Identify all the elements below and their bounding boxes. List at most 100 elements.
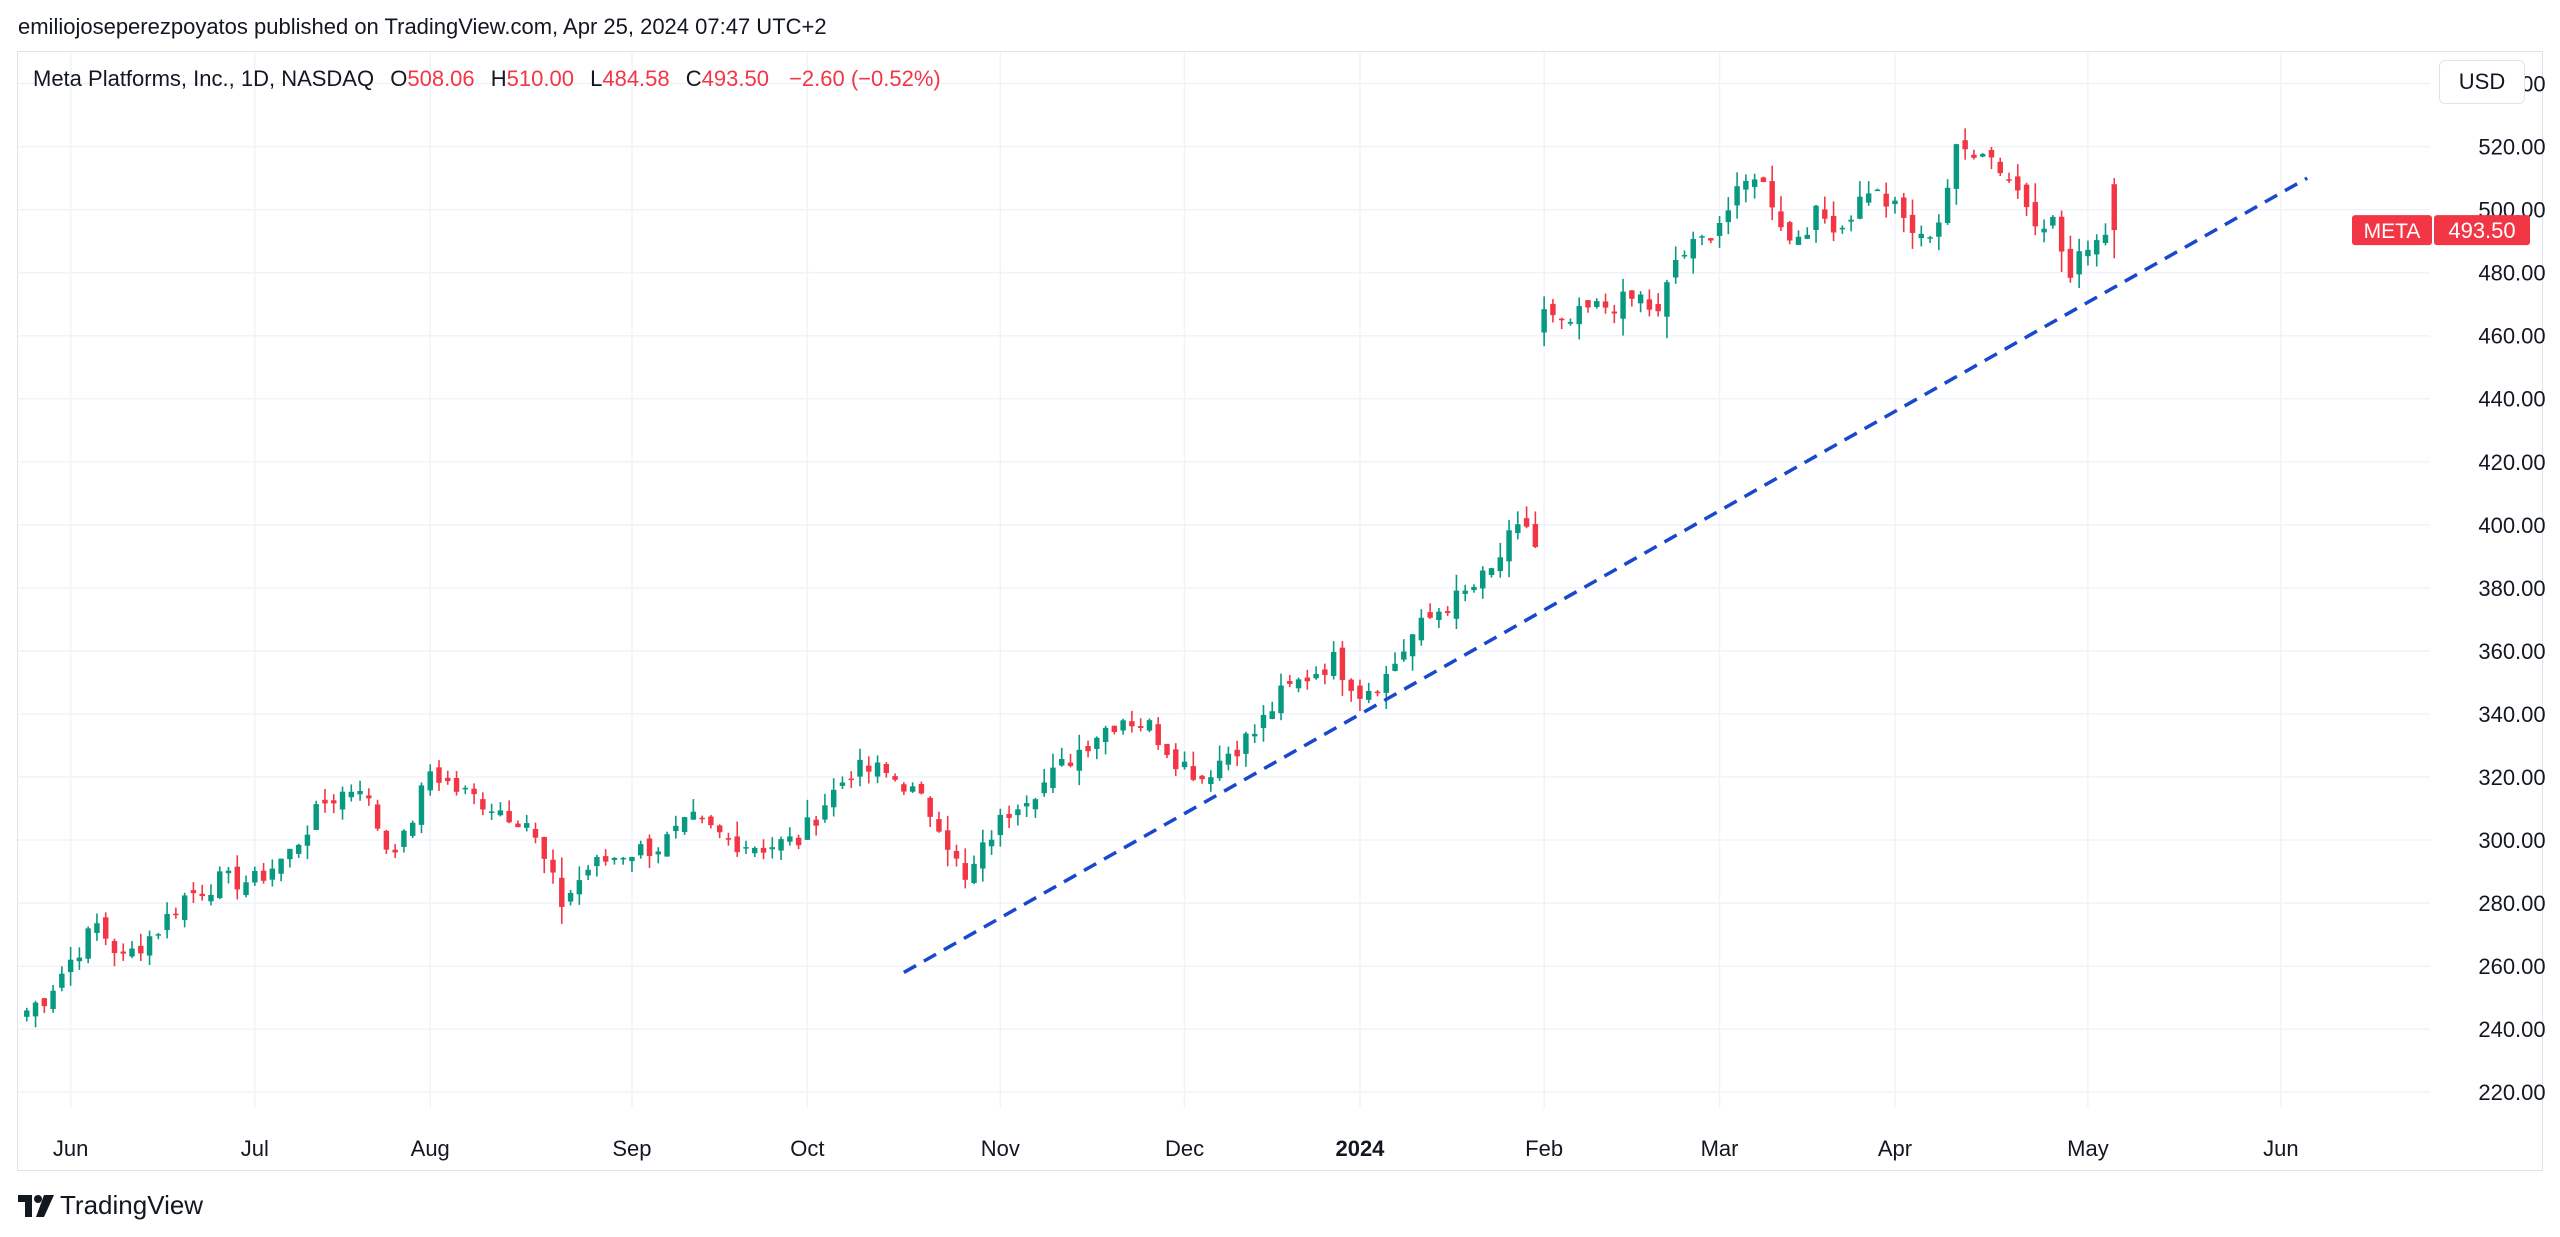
candle-body <box>550 859 556 873</box>
x-tick-label: Mar <box>1701 1136 1739 1161</box>
candle-body <box>1611 311 1618 314</box>
candle-body <box>638 844 644 856</box>
x-tick-label: Aug <box>411 1136 450 1161</box>
candle-body <box>655 851 661 855</box>
candle-body <box>997 814 1004 836</box>
candle-body <box>1594 301 1600 307</box>
candle-body <box>1059 758 1065 766</box>
candle-body <box>1585 300 1591 308</box>
candle-body <box>2102 234 2109 243</box>
candle-body <box>436 767 442 783</box>
candle-body <box>418 785 425 825</box>
candle-body <box>24 1010 30 1017</box>
candle-body <box>1488 568 1495 576</box>
candle-body <box>909 786 916 792</box>
candle-body <box>1769 181 1775 208</box>
candle-body <box>1418 617 1425 641</box>
candle-body <box>2093 240 2100 255</box>
close-label: C <box>685 66 702 91</box>
y-tick-label: 260.00 <box>2478 954 2545 979</box>
symbol-badge <box>2352 215 2432 246</box>
candle-body <box>366 795 372 799</box>
candle-body <box>892 776 898 780</box>
candle-body <box>1813 205 1819 231</box>
candle-body <box>190 890 197 894</box>
candle-body <box>401 830 407 847</box>
x-tick-label: Apr <box>1878 1136 1912 1161</box>
high-label: H <box>490 66 507 91</box>
candle-body <box>1971 154 1977 158</box>
candle-body <box>1076 749 1082 771</box>
candle-body <box>164 914 170 931</box>
candle-body <box>988 839 995 847</box>
candle-body <box>1664 282 1670 317</box>
candle-body <box>1541 309 1547 333</box>
candle-body <box>102 917 109 939</box>
ohlc-legend: Meta Platforms, Inc., 1D, NASDAQ O508.06… <box>33 66 941 92</box>
close-value: 493.50 <box>701 66 769 91</box>
candle-body <box>287 848 293 860</box>
candle-body <box>2050 216 2056 226</box>
y-tick-label: 220.00 <box>2478 1080 2545 1105</box>
candle-body <box>1725 210 1732 223</box>
candle-body <box>1304 677 1311 682</box>
candle-body <box>208 894 214 902</box>
candle-body <box>1155 724 1161 746</box>
candle-body <box>1137 726 1144 728</box>
candle-body <box>488 811 495 813</box>
candle-body <box>111 940 118 954</box>
candle-body <box>2111 184 2117 231</box>
candle-body <box>2085 249 2091 257</box>
x-tick-label: Jul <box>241 1136 269 1161</box>
candle-body <box>1751 179 1758 187</box>
candle-body <box>1199 775 1205 780</box>
candle-body <box>1637 294 1644 304</box>
candle-body <box>2058 216 2065 252</box>
candle-body <box>1225 753 1232 765</box>
candle-body <box>409 822 416 836</box>
open-label: O <box>390 66 408 91</box>
currency-button[interactable]: USD <box>2439 60 2525 104</box>
low-value: 484.58 <box>602 66 670 91</box>
candle-body <box>76 957 83 962</box>
candle-body <box>1558 318 1565 321</box>
candle-body <box>690 811 697 820</box>
candle-body <box>94 923 100 933</box>
candle-body <box>32 1002 39 1017</box>
candle-body <box>1708 238 1714 241</box>
candle-body <box>716 825 723 833</box>
y-tick-label: 240.00 <box>2478 1017 2545 1042</box>
candle-body <box>1243 733 1249 754</box>
candle-body <box>1620 291 1626 319</box>
candle-body <box>1506 530 1512 562</box>
candle-body <box>146 936 153 956</box>
candle-body <box>1550 303 1556 316</box>
candle-body <box>787 836 793 842</box>
candle-body <box>155 934 162 936</box>
candle-body <box>1787 222 1793 241</box>
low-label: L <box>590 66 603 91</box>
candle-body <box>322 799 328 804</box>
candle-body <box>181 895 188 921</box>
candle-body <box>260 870 267 881</box>
candle-body <box>1716 223 1723 236</box>
candle-body <box>1392 663 1398 671</box>
candle-body <box>1164 743 1170 755</box>
open-value: 508.06 <box>407 66 475 91</box>
candle-body <box>295 844 302 854</box>
candle-body <box>1357 685 1363 699</box>
candle-body <box>1023 803 1030 807</box>
candle-body <box>1427 612 1433 618</box>
y-tick-label: 440.00 <box>2478 387 2545 412</box>
candle-body <box>1295 679 1302 689</box>
candle-body <box>760 847 767 853</box>
symbol-badge-label: META <box>2364 220 2421 243</box>
y-tick-label: 420.00 <box>2478 450 2545 475</box>
candle-body <box>2006 179 2012 181</box>
tradingview-footer[interactable]: TradingView <box>18 1190 203 1221</box>
candle-body <box>1374 691 1381 694</box>
candle-body <box>804 817 811 840</box>
candle-body <box>1865 193 1872 203</box>
candle-body <box>374 804 381 829</box>
